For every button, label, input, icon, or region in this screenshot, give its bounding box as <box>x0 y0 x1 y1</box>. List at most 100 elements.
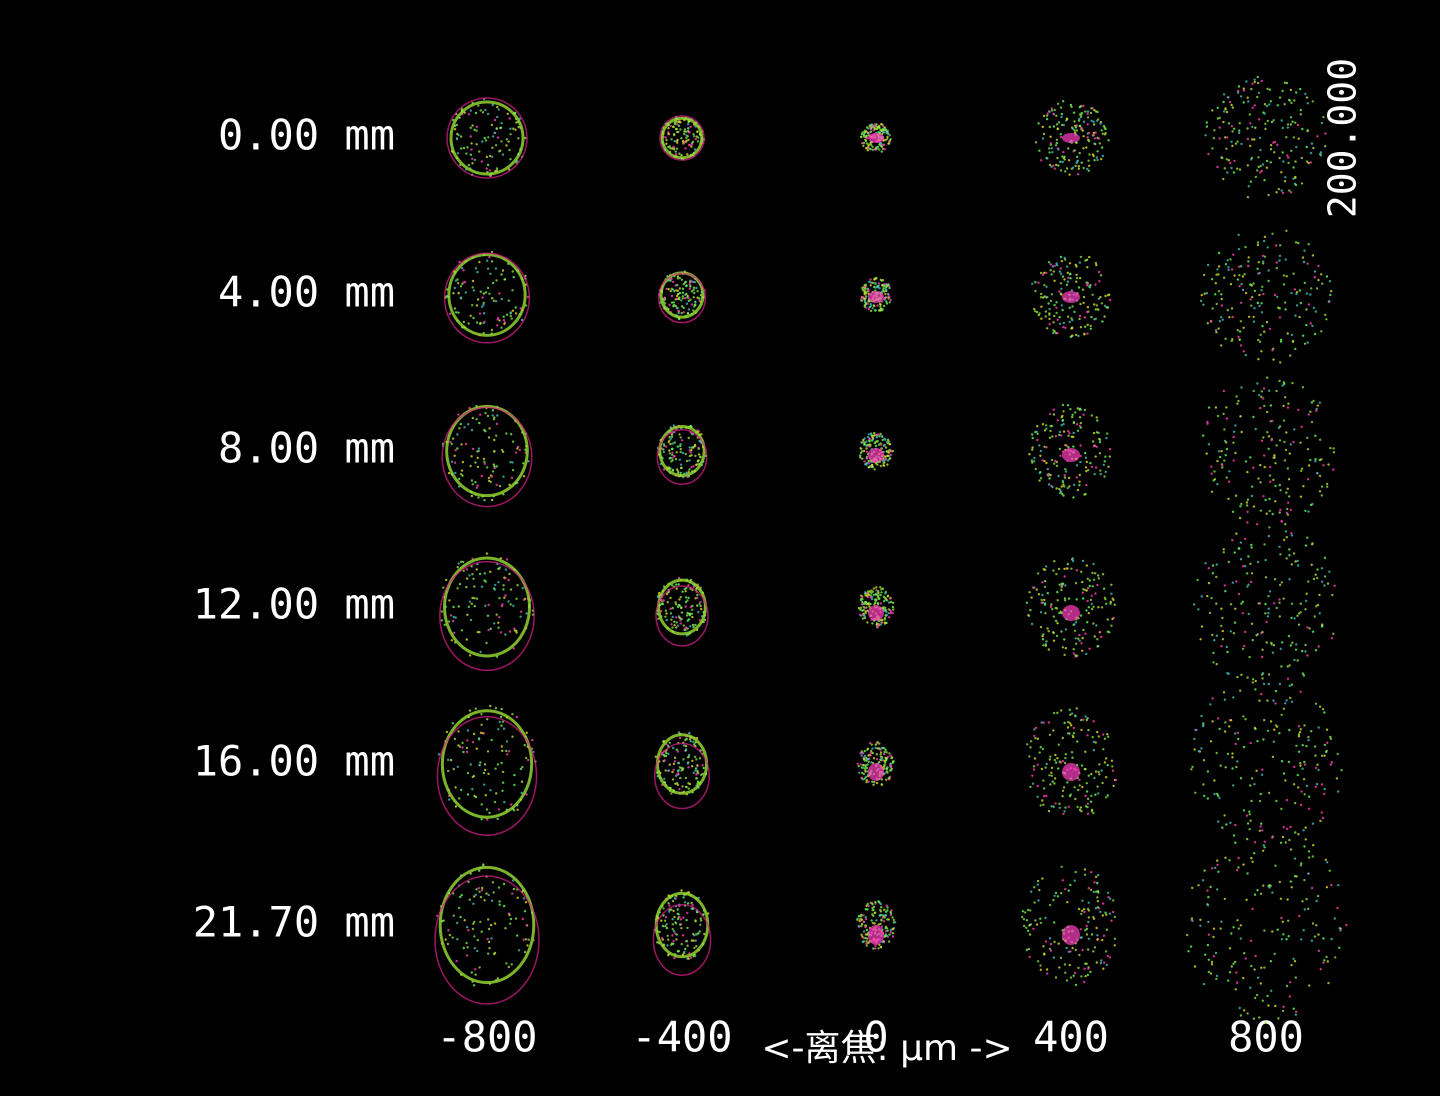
ray-dot <box>1261 768 1264 771</box>
ray-dot <box>667 938 670 941</box>
ray-dot <box>672 133 676 136</box>
ray-dot <box>1056 419 1060 422</box>
ray-dot <box>1094 455 1097 458</box>
ray-dot <box>1267 673 1271 676</box>
ray-dot <box>1059 956 1063 959</box>
ray-dot <box>681 934 685 937</box>
ray-dot <box>1280 189 1283 192</box>
ray-dot <box>883 437 886 440</box>
ray-dot <box>871 145 874 148</box>
ray-dot <box>486 937 489 941</box>
ray-dot <box>1042 779 1045 782</box>
ray-dot <box>1083 588 1087 592</box>
ray-dot <box>1078 407 1082 410</box>
ray-dot <box>495 792 498 795</box>
ray-dot <box>487 479 491 482</box>
ray-dot <box>693 443 697 447</box>
ray-dot <box>1090 107 1093 110</box>
ray-dot <box>1061 414 1064 418</box>
ray-dot <box>695 758 698 761</box>
ray-dot <box>1269 884 1272 887</box>
ray-dot <box>457 562 460 565</box>
ray-dot <box>479 920 482 924</box>
ray-dot <box>1210 465 1213 468</box>
ray-dot <box>1278 483 1282 487</box>
ray-dot <box>1307 795 1311 798</box>
ray-dot <box>1048 125 1052 129</box>
ray-dot <box>885 289 888 292</box>
ray-dot <box>886 755 889 759</box>
ray-dot <box>1085 609 1088 612</box>
ray-dot <box>692 288 695 291</box>
ray-dot <box>1112 899 1115 902</box>
ray-dot <box>1078 953 1081 957</box>
ray-dot <box>684 785 688 789</box>
ray-dot <box>866 149 870 152</box>
ray-dot <box>1273 293 1277 297</box>
ray-dot <box>1033 460 1036 463</box>
ray-dot <box>672 939 675 943</box>
ray-dot <box>1261 324 1264 328</box>
ray-dot <box>467 880 470 884</box>
ray-dot <box>679 595 682 599</box>
ray-dot <box>684 590 687 593</box>
ray-dot <box>1073 623 1076 626</box>
ray-dot <box>889 931 893 934</box>
ray-dot <box>675 297 678 300</box>
ray-dot <box>1227 979 1230 982</box>
ray-dot <box>699 923 702 926</box>
ray-dot <box>1085 790 1089 793</box>
ray-dot <box>1081 636 1084 640</box>
ray-dot <box>888 301 891 304</box>
ray-dot <box>1216 414 1220 418</box>
ray-dot <box>1229 630 1233 633</box>
ray-dot <box>1328 570 1331 573</box>
ray-dot <box>686 599 689 602</box>
ray-dot <box>880 783 884 786</box>
ray-dot <box>1288 495 1291 498</box>
ray-dot <box>484 291 488 294</box>
ray-dot <box>880 925 884 928</box>
ray-dot <box>865 142 869 145</box>
ray-dot <box>1034 281 1037 284</box>
defocus-label: 400 <box>1033 1013 1109 1062</box>
ray-dot <box>1263 454 1266 457</box>
ray-dot <box>1067 434 1070 437</box>
ray-dot <box>1049 755 1052 758</box>
ray-dot <box>870 309 873 313</box>
ray-dot <box>1275 799 1278 803</box>
ray-dot <box>1295 145 1298 149</box>
ray-dot <box>1092 890 1096 894</box>
ray-dot <box>1285 798 1289 802</box>
ray-dot <box>488 154 492 158</box>
ray-dot <box>1239 777 1243 780</box>
ray-dot <box>1228 859 1231 862</box>
ray-dot <box>1231 510 1235 513</box>
ray-dot <box>670 460 673 463</box>
ray-dot <box>669 124 672 128</box>
ray-dot <box>878 597 881 600</box>
ray-dot <box>1225 645 1229 649</box>
ray-dot <box>437 753 441 756</box>
ray-dot <box>1253 783 1256 786</box>
ray-dot <box>452 619 455 623</box>
ray-dot <box>1077 167 1081 170</box>
ray-dot <box>1214 951 1218 955</box>
ray-dot <box>1323 711 1326 714</box>
ray-dot <box>1074 870 1077 874</box>
ray-dot <box>1060 112 1064 116</box>
ray-dot <box>670 287 673 290</box>
ray-dot <box>1259 892 1263 895</box>
ray-dot <box>1297 623 1301 626</box>
ray-dot <box>673 620 676 623</box>
spot <box>858 431 894 471</box>
ray-dot <box>1220 316 1223 319</box>
ray-dot <box>1314 434 1317 437</box>
ray-dot <box>669 442 672 446</box>
ray-dot <box>1311 100 1315 103</box>
ray-dot <box>1055 114 1058 118</box>
ray-dot <box>1294 175 1297 179</box>
ray-dot <box>501 450 505 453</box>
ray-dot <box>516 896 519 899</box>
ray-dot <box>1053 330 1056 333</box>
